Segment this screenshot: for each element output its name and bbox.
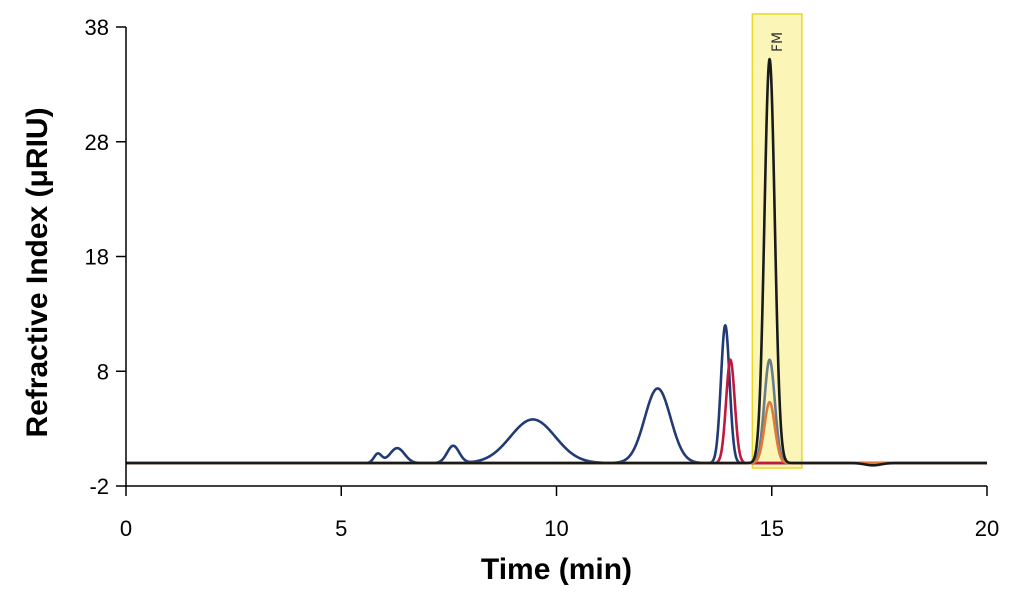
x-tick-label: 20 bbox=[975, 516, 999, 541]
series-orange-line bbox=[125, 400, 988, 465]
series-crimson-line bbox=[125, 358, 988, 465]
y-tick-label: -2 bbox=[89, 474, 109, 499]
y-tick-label: 38 bbox=[85, 15, 109, 40]
y-tick-label: 18 bbox=[85, 245, 109, 270]
x-tick-label: 0 bbox=[120, 516, 132, 541]
tick-layer: -2 8 18 28 38 0 5 10 15 20 bbox=[85, 15, 1000, 541]
series-gray-line bbox=[125, 358, 988, 465]
series-navy-line bbox=[125, 324, 988, 465]
x-tick-label: 5 bbox=[335, 516, 347, 541]
y-tick-label: 28 bbox=[85, 130, 109, 155]
x-tick-label: 15 bbox=[760, 516, 784, 541]
y-tick-label: 8 bbox=[97, 359, 109, 384]
x-tick-label: 10 bbox=[544, 516, 568, 541]
series-layer bbox=[125, 57, 988, 467]
x-axis-title: Time (min) bbox=[481, 553, 632, 586]
series-black-line bbox=[125, 57, 988, 467]
y-axis-title: Refractive Index (μRIU) bbox=[21, 107, 54, 437]
fm-annotation-label: FM bbox=[770, 32, 786, 52]
